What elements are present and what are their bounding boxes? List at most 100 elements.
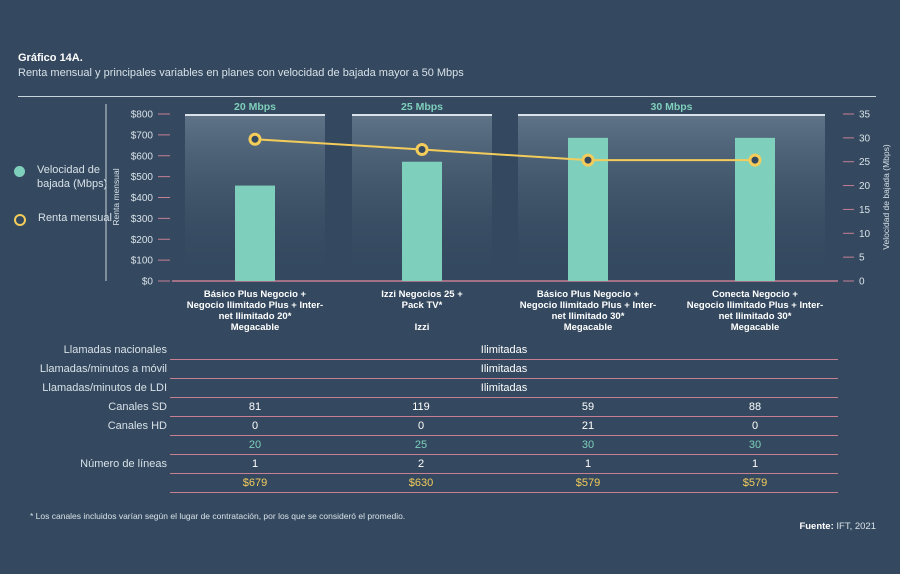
legend-item-speed: Velocidad de bajada (Mbps) xyxy=(14,163,114,191)
left-tick-label: $500 xyxy=(131,172,154,183)
row-divider xyxy=(170,359,838,360)
table-row: $679 $630 $579 $579 xyxy=(0,474,900,493)
row-divider xyxy=(170,492,838,493)
sd-cell: 88 xyxy=(748,401,762,413)
plan-name-line: Izzi Negocios 25 + xyxy=(381,289,463,300)
chart-header: Gráfico 14A. Renta mensual y principales… xyxy=(18,52,464,79)
chart-title: Gráfico 14A. xyxy=(18,52,83,64)
footnote: * Los canales incluidos varían según el … xyxy=(30,511,406,521)
plan-name-line: net Ilimitado 20* xyxy=(218,311,292,322)
plan-category-label: Conecta Negocio + Negocio Ilimitado Plus … xyxy=(675,289,835,333)
plan-name-line: Básico Plus Negocio + xyxy=(203,289,307,300)
lineas-cell: 1 xyxy=(584,458,592,470)
table-row: Canales HD 0 0 21 0 xyxy=(0,417,900,436)
left-axis-title: Renta mensual xyxy=(111,168,121,225)
table-row: Canales SD 81 119 59 88 xyxy=(0,398,900,417)
table-row: 20 25 30 30 xyxy=(0,436,900,455)
speed-bar xyxy=(235,185,275,281)
source-label: Fuente: xyxy=(799,521,834,532)
plan-name-line: net Ilimitado 30* xyxy=(718,311,792,322)
right-tick-label: 30 xyxy=(859,133,871,144)
row-divider xyxy=(170,454,838,455)
hd-cell: 0 xyxy=(751,420,759,432)
speed-group-label: 25 Mbps xyxy=(401,101,443,113)
row-label-sd: Canales SD xyxy=(108,401,167,413)
row-label-nacionales: Llamadas nacionales xyxy=(63,344,167,356)
renta-cell: $630 xyxy=(408,477,434,489)
table-row: Llamadas/minutos de LDI Ilimitadas xyxy=(0,379,900,398)
renta-cell: $579 xyxy=(575,477,601,489)
plan-name-line: Pack TV* xyxy=(401,300,443,311)
combo-chart: 20 Mbps 25 Mbps 30 Mbps $0 $100 $200 $300 $400… xyxy=(105,101,891,288)
title-divider xyxy=(18,96,876,97)
speed-group-band-top xyxy=(352,114,492,116)
right-tick-label: 10 xyxy=(859,229,871,240)
value-nacionales: Ilimitadas xyxy=(480,344,528,356)
legend: Velocidad de bajada (Mbps) Renta mensual xyxy=(14,163,114,246)
plan-category-label: Básico Plus Negocio + Negocio Ilimitado P… xyxy=(175,289,335,333)
left-tick-label: $800 xyxy=(131,110,154,121)
row-divider xyxy=(170,416,838,417)
plan-provider: Megacable xyxy=(563,322,613,333)
table-row: Llamadas/minutos a móvil Ilimitadas xyxy=(0,360,900,379)
speed-cell: 20 xyxy=(248,439,262,451)
speed-cell: 25 xyxy=(414,439,428,451)
right-tick-label: 20 xyxy=(859,181,871,192)
left-tick-label: $700 xyxy=(131,130,154,141)
hd-cell: 0 xyxy=(417,420,425,432)
speed-bar xyxy=(402,161,442,281)
plan-provider: Izzi xyxy=(414,322,430,333)
row-divider xyxy=(170,435,838,436)
speed-cell: 30 xyxy=(581,439,595,451)
plan-name-spacer xyxy=(342,311,502,322)
row-label-ldi: Llamadas/minutos de LDI xyxy=(42,382,167,394)
lineas-cell: 1 xyxy=(251,458,259,470)
plan-name-line: Negocio Ilimitado Plus + Inter- xyxy=(519,300,657,311)
lineas-cell: 2 xyxy=(417,458,425,470)
value-movil: Ilimitadas xyxy=(480,363,528,375)
plan-name-line: net Ilimitado 30* xyxy=(551,311,625,322)
speed-group-band-top xyxy=(185,114,325,116)
right-axis-title: Velocidad de bajada (Mbps) xyxy=(881,144,891,250)
speed-group-band xyxy=(518,114,825,281)
rent-line xyxy=(254,138,755,162)
source-value: IFT, 2021 xyxy=(836,521,876,532)
row-label-lineas: Número de líneas xyxy=(80,458,167,470)
plan-provider: Megacable xyxy=(230,322,280,333)
right-tick-label: 15 xyxy=(859,205,871,216)
left-tick-label: $400 xyxy=(131,193,154,204)
plan-category-label: Izzi Negocios 25 + Pack TV* Izzi xyxy=(342,289,502,333)
right-tick-label: 25 xyxy=(859,157,871,168)
table-row: Llamadas nacionales Ilimitadas xyxy=(0,341,900,360)
right-tick-label: 35 xyxy=(859,110,871,121)
speed-cell: 30 xyxy=(748,439,762,451)
plan-category-label: Básico Plus Negocio + Negocio Ilimitado P… xyxy=(508,289,668,333)
legend-rent-swatch-icon xyxy=(14,214,26,226)
left-tick-label: $100 xyxy=(131,256,154,267)
row-divider xyxy=(170,397,838,398)
lineas-cell: 1 xyxy=(751,458,759,470)
chart-subtitle: Renta mensual y principales variables en… xyxy=(18,67,464,79)
plan-name-line: Básico Plus Negocio + xyxy=(536,289,640,300)
speed-group-band-top xyxy=(518,114,825,116)
legend-speed-label: Velocidad de bajada (Mbps) xyxy=(37,164,108,190)
renta-cell: $579 xyxy=(742,477,768,489)
plan-provider: Megacable xyxy=(730,322,780,333)
left-tick-label: $200 xyxy=(131,235,154,246)
left-tick-label: $600 xyxy=(131,151,154,162)
sd-cell: 81 xyxy=(248,401,262,413)
renta-cell: $679 xyxy=(242,477,268,489)
value-ldi: Ilimitadas xyxy=(480,382,528,394)
hd-cell: 21 xyxy=(581,420,595,432)
table-row: Número de líneas 1 2 1 1 xyxy=(0,455,900,474)
speed-group-label: 20 Mbps xyxy=(234,101,276,113)
rent-point xyxy=(248,132,262,146)
plan-name-line: Conecta Negocio + xyxy=(712,289,798,300)
rent-point xyxy=(581,153,595,167)
row-divider xyxy=(170,473,838,474)
rent-point xyxy=(748,153,762,167)
right-tick-label: 5 xyxy=(859,253,865,264)
sd-cell: 59 xyxy=(581,401,595,413)
plan-name-line: Negocio Ilimitado Plus + Inter- xyxy=(686,300,824,311)
left-tick-label: $0 xyxy=(142,277,154,288)
